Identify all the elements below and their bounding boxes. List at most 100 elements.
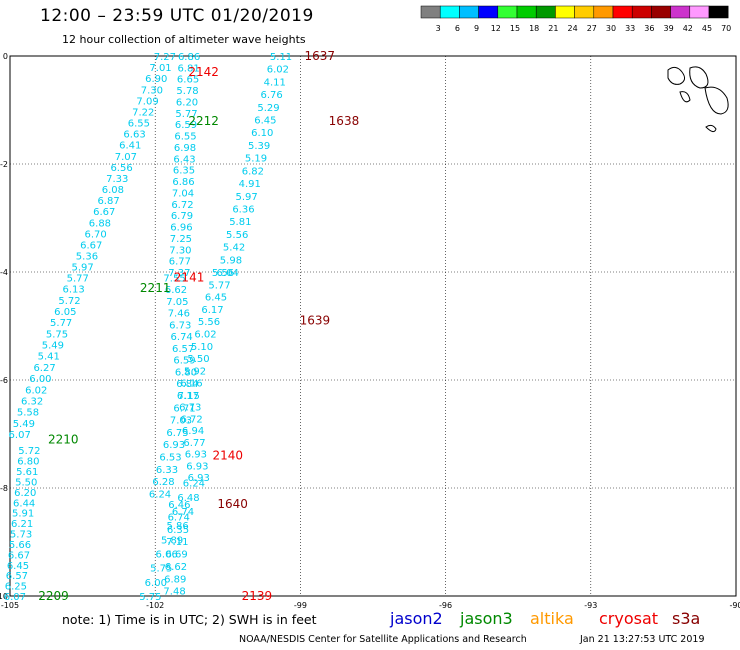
swh-value: 7.15 <box>178 391 200 402</box>
swh-value: 7.22 <box>132 107 154 118</box>
legend-altika: altika <box>530 609 574 628</box>
swh-value: 7.33 <box>106 174 128 185</box>
swh-value: 6.71 <box>173 403 195 414</box>
swh-value: 6.89 <box>164 574 186 585</box>
wave-height-plot: -105 -102 -99 -96 -93 -90 0 -2 -4 -6 -8 -10 5.11 6.0… <box>0 49 740 610</box>
swh-value: 6.07 <box>9 430 31 441</box>
swh-value: 6.67 <box>8 550 30 561</box>
swh-value: 5.81 <box>229 217 251 228</box>
pass-time-label: 2140 <box>213 449 244 463</box>
swh-value: 7.48 <box>163 587 185 598</box>
swh-value: 6.20 <box>176 97 198 108</box>
swh-value: 5.97 <box>71 263 93 274</box>
swh-value: 6.56 <box>110 163 132 174</box>
swh-value: 5.56 <box>198 317 220 328</box>
swh-value: 6.96 <box>170 223 192 234</box>
grid-lines <box>10 56 736 596</box>
y-tick-label: -2 <box>0 160 8 169</box>
swh-value: 6.93 <box>185 450 207 461</box>
y-tick-label: -6 <box>0 376 8 385</box>
swh-value: 5.61 <box>16 467 38 478</box>
pass-time-label: 1638 <box>329 114 360 128</box>
swh-value: 6.35 <box>167 525 189 536</box>
swh-value: 6.46 <box>168 500 190 511</box>
swh-value: 5.56 <box>226 230 248 241</box>
x-tick-label: -96 <box>439 601 452 610</box>
swh-value: 5.91 <box>12 509 34 520</box>
swh-value: 7.03 <box>170 416 192 427</box>
swh-value: 6.53 <box>159 453 181 464</box>
galapagos-coastline-icon <box>667 66 729 133</box>
swh-value: 6.62 <box>165 562 187 573</box>
swh-value: 7.11 <box>166 537 188 548</box>
swh-value: 5.89 <box>161 535 183 546</box>
swh-value: 6.33 <box>156 465 178 476</box>
colorbar-label: 27 <box>587 24 597 33</box>
swh-value: 6.72 <box>171 200 193 211</box>
swh-value: 7.30 <box>141 85 163 96</box>
swh-value: 6.88 <box>89 218 111 229</box>
colorbar-label: 33 <box>625 24 635 33</box>
colorbar-label: 24 <box>568 24 578 33</box>
swh-value: 6.75 <box>166 428 188 439</box>
swh-value: 6.16 <box>180 379 202 390</box>
axis-ticks: -105 -102 -99 -96 -93 -90 0 -2 -4 -6 -8 -10 <box>0 52 740 610</box>
swh-value: 6.63 <box>123 130 145 141</box>
colorbar-label: 42 <box>683 24 693 33</box>
footnote: note: 1) Time is in UTC; 2) SWH is in fe… <box>62 612 317 627</box>
swh-value: 6.45 <box>205 293 227 304</box>
swh-value: 5.92 <box>184 366 206 377</box>
swh-value: 5.97 <box>235 192 257 203</box>
swh-value: 6.05 <box>54 307 76 318</box>
swh-value: 5.42 <box>223 243 245 254</box>
y-tick-label: -8 <box>0 484 8 493</box>
pass-time-label: 2139 <box>242 589 273 603</box>
swh-value: 5.56 <box>212 268 234 279</box>
x-tick-label: -105 <box>1 601 19 610</box>
swh-value: 7.46 <box>168 309 190 320</box>
swh-value: 4.11 <box>264 77 286 88</box>
colorbar-swatch <box>708 5 729 19</box>
swh-value: 5.86 <box>166 521 188 532</box>
swh-value: 5.58 <box>17 408 39 419</box>
swh-value: 6.00 <box>29 374 51 385</box>
x-tick-label: -99 <box>294 601 307 610</box>
legend-cryosat: cryosat <box>599 609 659 628</box>
swh-value: 5.72 <box>58 296 80 307</box>
swh-value: 6.74 <box>171 332 193 343</box>
chart-subtitle: 12 hour collection of altimeter wave hei… <box>62 33 306 46</box>
pass-time-label: 1639 <box>300 314 331 328</box>
swh-value: 6.67 <box>80 240 102 251</box>
swh-value: 6.43 <box>173 154 195 165</box>
swh-value: 6.35 <box>173 166 195 177</box>
pass-labels: 1637 1638 1639 1640 2142 2141 2140 2139 2212 2211… <box>38 49 359 603</box>
swh-value: 6.84 <box>176 379 198 390</box>
swh-value: 6.81 <box>177 63 199 74</box>
swh-value: 6.65 <box>177 75 199 86</box>
swh-value: 6.59 <box>173 356 195 367</box>
y-tick-label: -4 <box>0 268 8 277</box>
swh-value: 6.24 <box>183 479 205 490</box>
swh-value: 6.69 <box>166 550 188 561</box>
colorbar-label: 15 <box>510 24 520 33</box>
colorbar-label: 9 <box>474 24 479 33</box>
swh-value: 6.02 <box>25 385 47 396</box>
altimeter-tracks: 5.116.024.116.765.296.456.105.395.196.82… <box>4 52 292 603</box>
colorbar-label: 30 <box>606 24 616 33</box>
pass-time-label: 2212 <box>188 114 219 128</box>
swh-value: 6.74 <box>172 507 194 518</box>
swh-value: 7.30 <box>169 245 191 256</box>
swh-value: 6.27 <box>33 363 55 374</box>
legend-jason3: jason3 <box>460 609 513 628</box>
colorbar-label: 3 <box>436 24 441 33</box>
swh-value: 5.72 <box>18 446 40 457</box>
swh-value: 6.98 <box>174 143 196 154</box>
colorbar-label: 12 <box>491 24 501 33</box>
colorbar-label: 70 <box>721 24 731 33</box>
swh-value: 6.00 <box>145 578 167 589</box>
swh-value: 6.57 <box>6 571 28 582</box>
swh-value: 7.25 <box>170 234 192 245</box>
swh-value: 6.32 <box>21 396 43 407</box>
swh-value: 6.72 <box>181 414 203 425</box>
colorbar-label: 18 <box>529 24 539 33</box>
